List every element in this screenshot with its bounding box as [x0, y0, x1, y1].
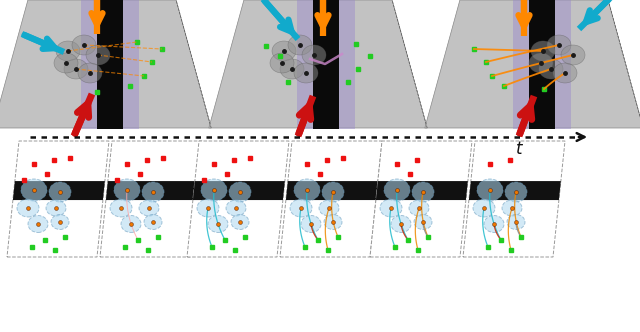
Polygon shape	[280, 141, 382, 257]
Ellipse shape	[529, 53, 553, 73]
Ellipse shape	[531, 41, 555, 61]
Polygon shape	[513, 0, 571, 129]
Ellipse shape	[54, 53, 78, 73]
Polygon shape	[463, 141, 565, 257]
Ellipse shape	[142, 182, 164, 202]
Ellipse shape	[380, 199, 402, 217]
Polygon shape	[469, 181, 561, 200]
Ellipse shape	[56, 41, 80, 61]
Polygon shape	[106, 181, 198, 200]
Ellipse shape	[64, 59, 88, 79]
Ellipse shape	[507, 214, 525, 229]
Ellipse shape	[409, 200, 429, 216]
Ellipse shape	[294, 179, 320, 201]
Ellipse shape	[201, 179, 227, 201]
Ellipse shape	[302, 45, 326, 65]
Ellipse shape	[477, 179, 503, 201]
Polygon shape	[370, 141, 472, 257]
Polygon shape	[81, 0, 139, 129]
Ellipse shape	[110, 199, 132, 217]
Ellipse shape	[272, 41, 296, 61]
Ellipse shape	[561, 45, 585, 65]
Ellipse shape	[229, 182, 251, 202]
Ellipse shape	[144, 214, 162, 229]
Ellipse shape	[121, 215, 141, 232]
Ellipse shape	[17, 199, 39, 217]
Ellipse shape	[414, 214, 432, 229]
Ellipse shape	[78, 63, 102, 83]
Ellipse shape	[208, 215, 228, 232]
Ellipse shape	[484, 215, 504, 232]
Bar	[313, 0, 339, 129]
Polygon shape	[0, 0, 211, 128]
Text: $t$: $t$	[515, 141, 525, 158]
Polygon shape	[425, 0, 640, 128]
Bar	[529, 0, 555, 129]
Polygon shape	[7, 141, 109, 257]
Ellipse shape	[539, 59, 563, 79]
Ellipse shape	[412, 182, 434, 202]
Ellipse shape	[114, 179, 140, 201]
Polygon shape	[100, 141, 202, 257]
Ellipse shape	[21, 179, 47, 201]
Ellipse shape	[319, 200, 339, 216]
Ellipse shape	[502, 200, 522, 216]
Polygon shape	[376, 181, 468, 200]
Polygon shape	[209, 0, 428, 128]
Ellipse shape	[301, 215, 321, 232]
Polygon shape	[297, 0, 355, 129]
Ellipse shape	[547, 35, 571, 55]
Ellipse shape	[72, 35, 96, 55]
Ellipse shape	[391, 215, 411, 232]
Polygon shape	[193, 181, 285, 200]
Ellipse shape	[86, 45, 110, 65]
Bar	[97, 0, 123, 129]
Ellipse shape	[49, 182, 71, 202]
Ellipse shape	[384, 179, 410, 201]
Ellipse shape	[28, 215, 48, 232]
Polygon shape	[13, 181, 105, 200]
Polygon shape	[286, 181, 378, 200]
Ellipse shape	[270, 53, 294, 73]
Ellipse shape	[226, 200, 246, 216]
Ellipse shape	[290, 199, 312, 217]
Ellipse shape	[473, 199, 495, 217]
Ellipse shape	[197, 199, 219, 217]
Ellipse shape	[294, 63, 318, 83]
Polygon shape	[187, 141, 289, 257]
Ellipse shape	[553, 63, 577, 83]
Ellipse shape	[505, 182, 527, 202]
Ellipse shape	[51, 214, 69, 229]
Ellipse shape	[231, 214, 249, 229]
Ellipse shape	[139, 200, 159, 216]
Ellipse shape	[322, 182, 344, 202]
Ellipse shape	[280, 59, 304, 79]
Ellipse shape	[46, 200, 66, 216]
Ellipse shape	[324, 214, 342, 229]
Ellipse shape	[288, 35, 312, 55]
